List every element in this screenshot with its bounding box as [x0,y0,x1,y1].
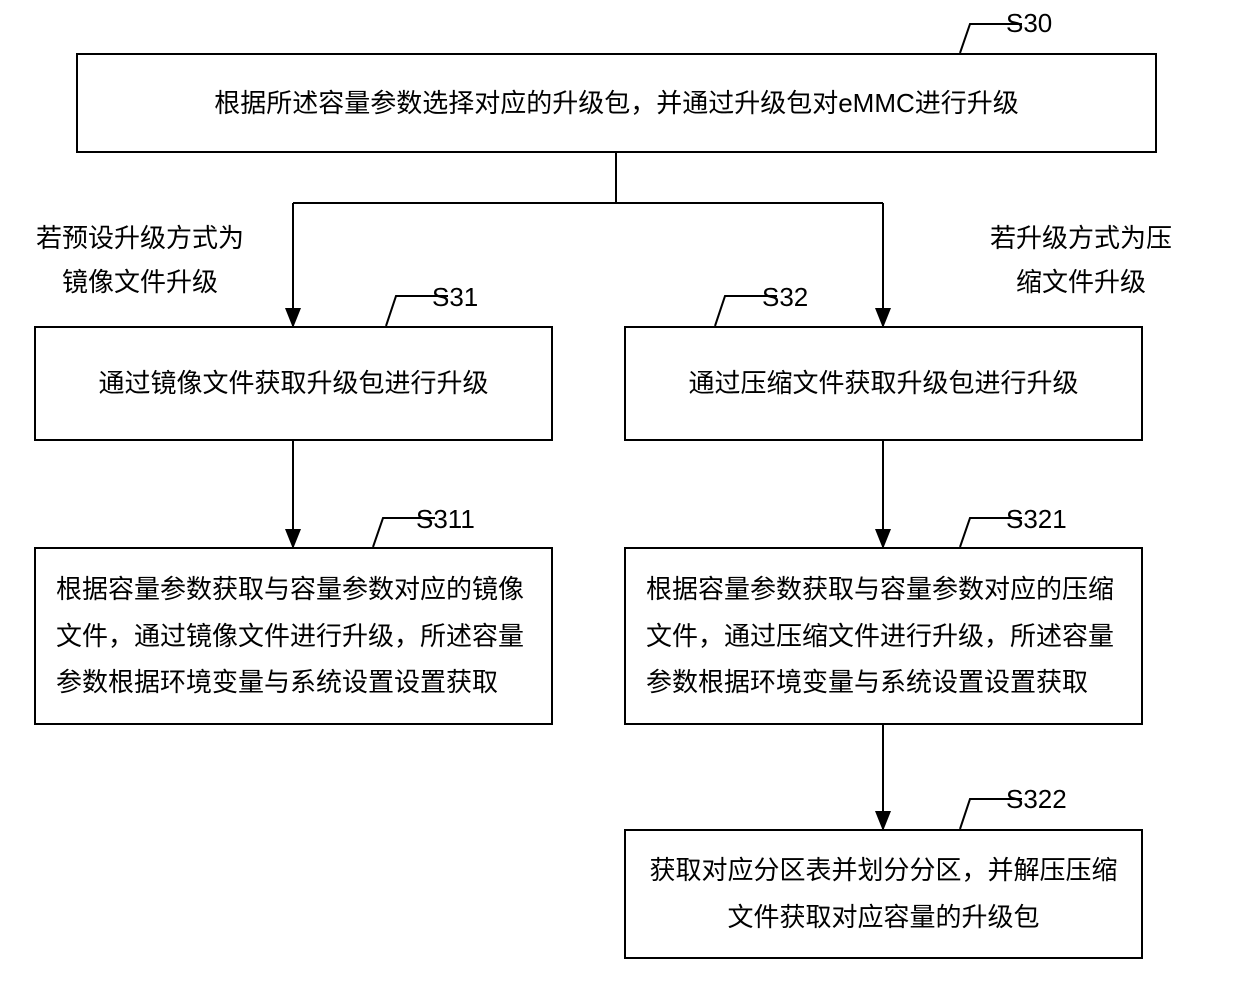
node-s32: 通过压缩文件获取升级包进行升级 [624,326,1143,441]
node-s321-text: 根据容量参数获取与容量参数对应的压缩文件，通过压缩文件进行升级，所述容量参数根据… [646,566,1121,706]
label-s31: S31 [432,282,478,313]
node-s31: 通过镜像文件获取升级包进行升级 [34,326,553,441]
label-s322: S322 [1006,784,1067,815]
node-s32-text: 通过压缩文件获取升级包进行升级 [688,360,1078,407]
node-s31-text: 通过镜像文件获取升级包进行升级 [98,360,488,407]
branch-label-right: 若升级方式为压 缩文件升级 [966,216,1196,304]
label-s32: S32 [762,282,808,313]
branch-label-left: 若预设升级方式为 镜像文件升级 [20,216,260,304]
node-s311-text: 根据容量参数获取与容量参数对应的镜像文件，通过镜像文件进行升级，所述容量参数根据… [56,566,531,706]
node-s30: 根据所述容量参数选择对应的升级包，并通过升级包对eMMC进行升级 [76,53,1157,153]
node-s30-text: 根据所述容量参数选择对应的升级包，并通过升级包对eMMC进行升级 [214,80,1019,127]
label-s30: S30 [1006,8,1052,39]
node-s321: 根据容量参数获取与容量参数对应的压缩文件，通过压缩文件进行升级，所述容量参数根据… [624,547,1143,725]
node-s322: 获取对应分区表并划分分区，并解压压缩文件获取对应容量的升级包 [624,829,1143,959]
node-s311: 根据容量参数获取与容量参数对应的镜像文件，通过镜像文件进行升级，所述容量参数根据… [34,547,553,725]
label-s311: S311 [416,504,475,535]
label-s321: S321 [1006,504,1067,535]
flowchart-canvas: 根据所述容量参数选择对应的升级包，并通过升级包对eMMC进行升级 S30 通过镜… [0,0,1240,986]
node-s322-text: 获取对应分区表并划分分区，并解压压缩文件获取对应容量的升级包 [646,847,1121,941]
